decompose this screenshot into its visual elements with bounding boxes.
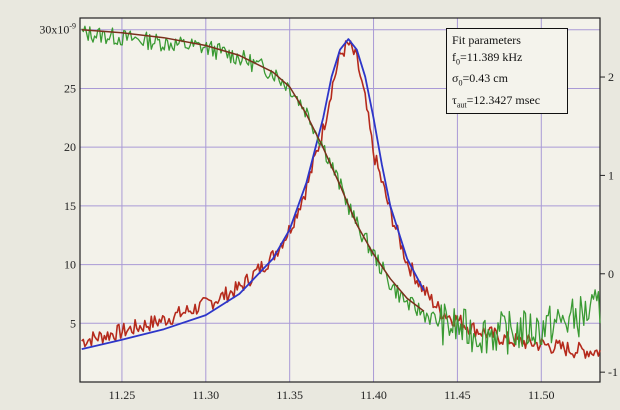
x-tick-label: 11.40: [360, 388, 387, 402]
fit-param-sigma-value: =0.43 cm: [462, 71, 508, 86]
y-left-exponent: -9: [69, 22, 76, 31]
x-tick-label: 11.25: [109, 388, 136, 402]
series-line: [81, 29, 425, 312]
fit-param-tau-subscript: aut: [456, 100, 467, 110]
y-right-tick-label: 1: [608, 168, 614, 182]
fit-param-frequency-subscript: 0: [456, 57, 460, 67]
y-right-tick-label: 2: [608, 70, 614, 84]
series-line: [81, 25, 601, 355]
fit-param-tau-value: =12.3427 msec: [466, 92, 541, 107]
fit-param-frequency-value: =11.389 kHz: [460, 50, 523, 64]
fit-parameters-legend: Fit parameters f0=11.389 kHz σ0=0.43 cm …: [446, 28, 568, 114]
plot-frame: [79, 17, 601, 383]
x-tick-label: 11.35: [276, 388, 303, 402]
y-left-tick-label: 20: [64, 140, 76, 154]
series-line: [81, 40, 601, 359]
y-right-tick-label: 0: [608, 267, 614, 281]
y-left-tick-label: 25: [64, 81, 76, 95]
fit-param-frequency: f0=11.389 kHz: [452, 49, 562, 70]
x-tick-label: 11.45: [444, 388, 471, 402]
x-tick-label: 11.50: [528, 388, 555, 402]
y-left-tick-label: 5: [70, 316, 76, 330]
fit-param-tau: τaut=12.3427 msec: [452, 92, 562, 113]
fit-param-tau-symbol: τ: [452, 92, 457, 107]
series-line: [81, 38, 425, 350]
fit-param-sigma-subscript: 0: [458, 78, 463, 88]
fit-param-frequency-symbol: f: [452, 50, 456, 64]
x-tick-label: 11.30: [193, 388, 220, 402]
fit-param-sigma: σ0=0.43 cm: [452, 70, 562, 91]
y-left-tick-label: 10: [64, 258, 76, 272]
y-right-tick-label: -1: [608, 365, 618, 379]
y-left-tick-label: 30x10-9: [39, 22, 76, 37]
fit-param-sigma-symbol: σ: [452, 71, 459, 86]
y-left-tick-label: 15: [64, 199, 76, 213]
fit-parameters-title: Fit parameters: [452, 33, 521, 47]
